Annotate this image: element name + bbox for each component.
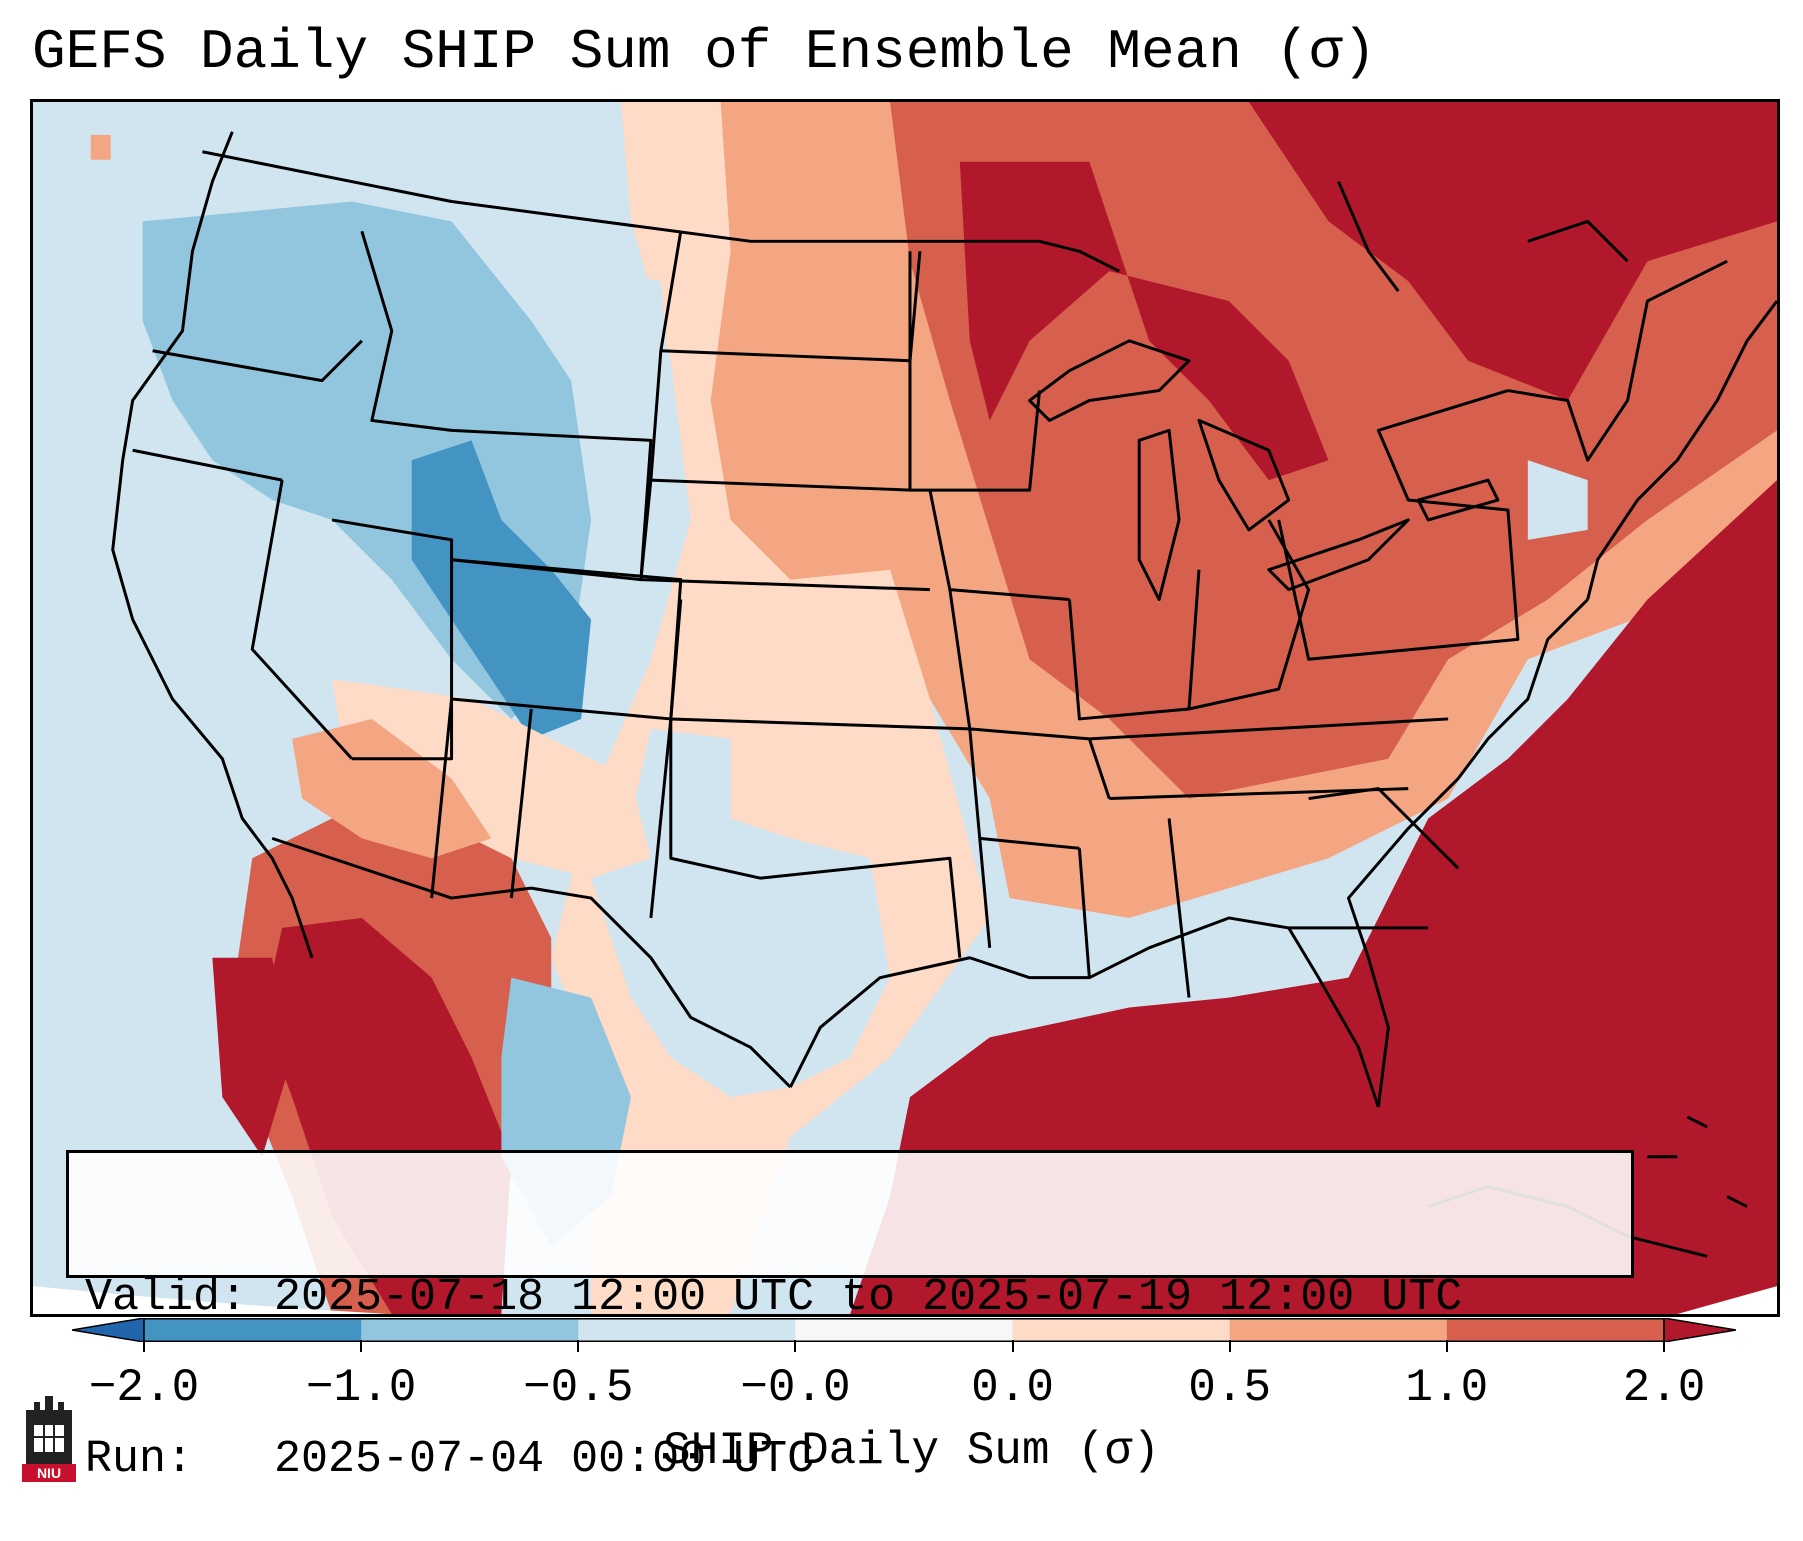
coastline-northeast: [1586, 300, 1777, 600]
colorbar-tick-label: −2.0: [88, 1362, 200, 1414]
border-utah: [331, 518, 454, 761]
anomaly-region-southeast-dark: [850, 480, 1777, 1314]
colorbar-tick-mark: [1228, 1340, 1231, 1352]
border-pennsylvania-ny: [1277, 389, 1520, 661]
border-nevada: [250, 479, 354, 760]
lake-superior: [1028, 339, 1191, 422]
lake-huron: [1197, 418, 1291, 532]
colorbar-bin: [1012, 1318, 1231, 1342]
coastline-west: [111, 131, 314, 959]
border-washington-oregon: [152, 339, 363, 383]
run-time-text: Run: 2025-07-04 00:00 UTC: [85, 1434, 815, 1485]
colorbar-bin: [144, 1318, 362, 1342]
border-arizona-nm: [430, 698, 673, 919]
coastline-florida-east: [1346, 598, 1589, 1108]
logo-window-bar: [34, 1422, 64, 1425]
colorbar-tick-label: −0.5: [523, 1362, 634, 1414]
border-great-lakes-states: [1067, 519, 1311, 721]
logo-red-banner: [22, 1464, 76, 1482]
lake-erie: [1267, 518, 1410, 592]
colorbar-tick-label: 0.0: [971, 1362, 1054, 1414]
colorbar-bin: [1446, 1318, 1665, 1342]
lake-michigan: [1137, 428, 1181, 602]
anomaly-region-arizona-orange: [292, 718, 492, 859]
border-oklahoma-texas: [669, 718, 962, 958]
anomaly-region-northeast-dark: [1248, 102, 1777, 401]
grid-edge-southeast: [1677, 1286, 1777, 1314]
map-panel: [30, 99, 1780, 1317]
anomaly-region-colorado-deep-blue: [411, 440, 592, 739]
border-oregon-california: [132, 448, 283, 482]
lake-ontario: [1416, 478, 1500, 522]
anomaly-region-four-corners-light-orange: [331, 679, 651, 879]
valid-time-text: Valid: 2025-07-18 12:00 UTC to 2025-07-1…: [85, 1272, 1463, 1323]
colorbar-bin: [1229, 1318, 1448, 1342]
colorbar-tick-label: 0.5: [1188, 1362, 1272, 1414]
border-carolinas: [1288, 787, 1460, 930]
niu-logo-icon: NIU: [22, 1396, 76, 1482]
plot-title: GEFS Daily SHIP Sum of Ensemble Mean (σ): [32, 20, 1377, 84]
caribbean-islands: [1647, 1115, 1748, 1208]
colorbar-tick-label: −1.0: [305, 1362, 417, 1414]
colorbar-bin: [795, 1318, 1014, 1342]
map-canvas: [33, 102, 1777, 1314]
colorbar-tick-mark: [794, 1340, 797, 1352]
colorbar-tick-mark: [1011, 1340, 1014, 1352]
hudson-bay-east-coast: [1337, 181, 1629, 292]
colorbar-label: SHIP Daily Sum (σ): [663, 1425, 1160, 1477]
border-mexico: [271, 836, 792, 1089]
valid-run-info-box: Valid: 2025-07-18 12:00 UTC to 2025-07-1…: [66, 1150, 1634, 1485]
boundaries-layer: [111, 131, 1777, 1258]
colorbar-under-extension: [72, 1318, 145, 1342]
colorbar-frame: [143, 1318, 1665, 1342]
anomaly-region-northern-plains-light: [551, 261, 671, 481]
anomaly-region-pacific-scatter: [90, 134, 111, 160]
colorbar: [72, 1318, 1736, 1342]
border-minnesota-iowa: [908, 251, 1070, 602]
anomaly-region-texas-light-blue: [591, 728, 891, 1098]
logo-window-grid: [34, 1422, 64, 1452]
border-wyoming: [451, 428, 653, 582]
colorbar-tick-mark: [143, 1340, 145, 1352]
border-louisiana-mississippi: [978, 818, 1191, 998]
colorbar-over-extension: [1663, 1318, 1736, 1342]
colorbar-tick-label: −0.0: [740, 1362, 851, 1414]
coastline-gulf: [789, 916, 1380, 1108]
anomaly-region-great-basin-light: [202, 519, 352, 779]
colorbar-ticks: −2.0 −1.0 −0.5 −0.0 0.0 0.5 1.0 2.0: [0, 1340, 1803, 1414]
anomaly-region-atlantic-scatter: [1527, 460, 1588, 540]
border-idaho-montana: [360, 230, 452, 432]
logo-text: NIU: [37, 1465, 61, 1481]
colorbar-tick-mark: [1445, 1340, 1448, 1352]
anomaly-region-baja-dark: [212, 957, 293, 1157]
border-new-england: [1507, 259, 1728, 462]
grid-edge-southwest: [33, 1286, 389, 1314]
border-canada: [202, 150, 1120, 273]
colorbar-bin: [361, 1318, 579, 1342]
anomaly-region-upper-midwest-dark: [959, 161, 1329, 481]
colorbar-tick-mark: [360, 1340, 363, 1352]
colorbar-tick-label: 1.0: [1405, 1362, 1489, 1414]
colorbar-tick-mark: [1663, 1340, 1665, 1352]
colorbar-tick-label: 2.0: [1622, 1362, 1706, 1414]
colorbar-bin: [578, 1318, 796, 1342]
colorbar-tick-mark: [577, 1340, 580, 1352]
